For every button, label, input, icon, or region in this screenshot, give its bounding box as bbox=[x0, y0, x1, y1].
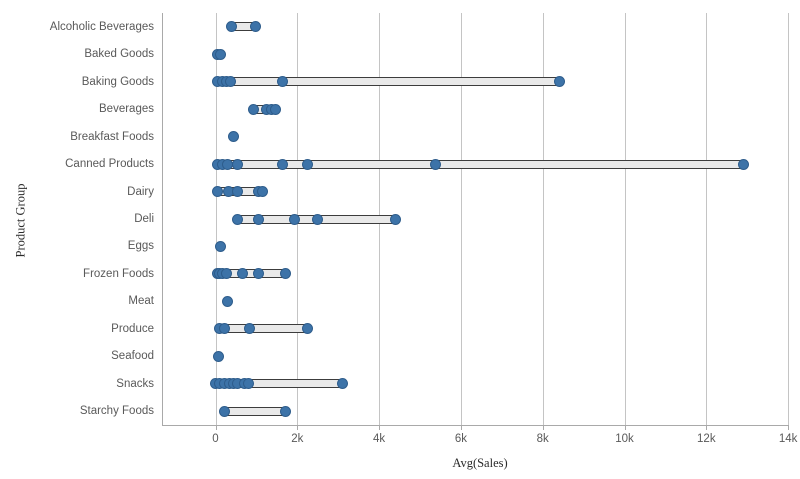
data-point[interactable] bbox=[279, 268, 291, 280]
x-tick-label: 8k bbox=[536, 433, 549, 445]
category-label-baked-goods[interactable]: Baked Goods bbox=[84, 48, 154, 61]
data-point[interactable] bbox=[231, 213, 243, 225]
x-gridline bbox=[788, 13, 790, 425]
data-point[interactable] bbox=[312, 213, 324, 225]
x-tick-label: 12k bbox=[697, 433, 716, 445]
x-axis-line bbox=[162, 425, 789, 426]
data-point[interactable] bbox=[242, 378, 254, 390]
data-point[interactable] bbox=[236, 268, 248, 280]
range-bar bbox=[219, 324, 308, 334]
x-tick-mark bbox=[706, 425, 708, 430]
data-point[interactable] bbox=[226, 21, 238, 33]
x-gridline bbox=[460, 13, 462, 425]
data-point[interactable] bbox=[277, 158, 289, 170]
data-point[interactable] bbox=[336, 378, 348, 390]
category-label-meat[interactable]: Meat bbox=[128, 295, 154, 308]
x-tick-mark bbox=[297, 425, 299, 430]
x-gridline bbox=[624, 13, 626, 425]
data-point[interactable] bbox=[231, 158, 243, 170]
data-point[interactable] bbox=[214, 240, 226, 252]
data-point[interactable] bbox=[212, 350, 224, 362]
data-point[interactable] bbox=[302, 158, 314, 170]
data-point[interactable] bbox=[301, 323, 313, 335]
x-tick-mark bbox=[379, 425, 381, 430]
x-tick-label: 2k bbox=[291, 433, 304, 445]
x-tick-mark bbox=[215, 425, 217, 430]
x-tick-mark bbox=[624, 425, 626, 430]
data-point[interactable] bbox=[429, 158, 441, 170]
data-point[interactable] bbox=[231, 186, 243, 198]
data-point[interactable] bbox=[252, 268, 264, 280]
category-label-deli[interactable]: Deli bbox=[134, 213, 154, 225]
x-tick-label: 6k bbox=[454, 433, 467, 445]
category-label-dairy[interactable]: Dairy bbox=[127, 185, 154, 198]
category-label-alcoholic-beverages[interactable]: Alcoholic Beverages bbox=[49, 20, 154, 33]
category-label-starchy-foods[interactable]: Starchy Foods bbox=[79, 405, 154, 418]
data-point[interactable] bbox=[227, 131, 239, 143]
data-point[interactable] bbox=[269, 103, 281, 115]
x-gridline bbox=[215, 13, 217, 425]
data-point[interactable] bbox=[218, 323, 230, 335]
x-gridline bbox=[542, 13, 544, 425]
data-point[interactable] bbox=[212, 186, 224, 198]
data-point[interactable] bbox=[248, 103, 260, 115]
category-label-canned-products[interactable]: Canned Products bbox=[65, 158, 154, 171]
data-point[interactable] bbox=[249, 21, 261, 33]
x-tick-mark bbox=[460, 425, 462, 430]
x-tick-label: 0 bbox=[212, 433, 219, 445]
data-point[interactable] bbox=[737, 158, 749, 170]
category-label-baking-goods[interactable]: Baking Goods bbox=[81, 75, 154, 88]
range-bar bbox=[217, 159, 744, 169]
data-point[interactable] bbox=[244, 323, 256, 335]
x-tick-label: 10k bbox=[615, 433, 634, 445]
x-gridline bbox=[706, 13, 708, 425]
data-point[interactable] bbox=[279, 405, 291, 417]
x-tick-mark bbox=[542, 425, 544, 430]
category-label-seafood[interactable]: Seafood bbox=[111, 350, 154, 363]
data-point[interactable] bbox=[553, 76, 565, 88]
category-label-eggs[interactable]: Eggs bbox=[127, 240, 154, 253]
category-label-beverages[interactable]: Beverages bbox=[99, 103, 154, 116]
x-tick-label: 14k bbox=[778, 433, 798, 445]
data-point[interactable] bbox=[224, 76, 236, 88]
data-point[interactable] bbox=[221, 295, 233, 307]
data-point[interactable] bbox=[220, 268, 232, 280]
data-point[interactable] bbox=[289, 213, 301, 225]
data-point[interactable] bbox=[215, 48, 227, 60]
y-axis-line bbox=[162, 13, 163, 425]
category-label-snacks[interactable]: Snacks bbox=[116, 377, 154, 390]
category-label-breakfast-foods[interactable]: Breakfast Foods bbox=[70, 130, 154, 143]
data-point[interactable] bbox=[257, 186, 269, 198]
data-point[interactable] bbox=[219, 405, 231, 417]
category-label-produce[interactable]: Produce bbox=[111, 322, 154, 335]
data-point[interactable] bbox=[389, 213, 401, 225]
x-axis-title: Avg(Sales) bbox=[452, 456, 508, 470]
category-label-frozen-foods[interactable]: Frozen Foods bbox=[83, 267, 154, 280]
x-tick-label: 4k bbox=[373, 433, 386, 445]
x-tick-mark bbox=[788, 425, 790, 430]
range-bar bbox=[224, 406, 286, 416]
data-point[interactable] bbox=[252, 213, 264, 225]
data-point[interactable] bbox=[276, 76, 288, 88]
range-bar bbox=[217, 77, 560, 87]
